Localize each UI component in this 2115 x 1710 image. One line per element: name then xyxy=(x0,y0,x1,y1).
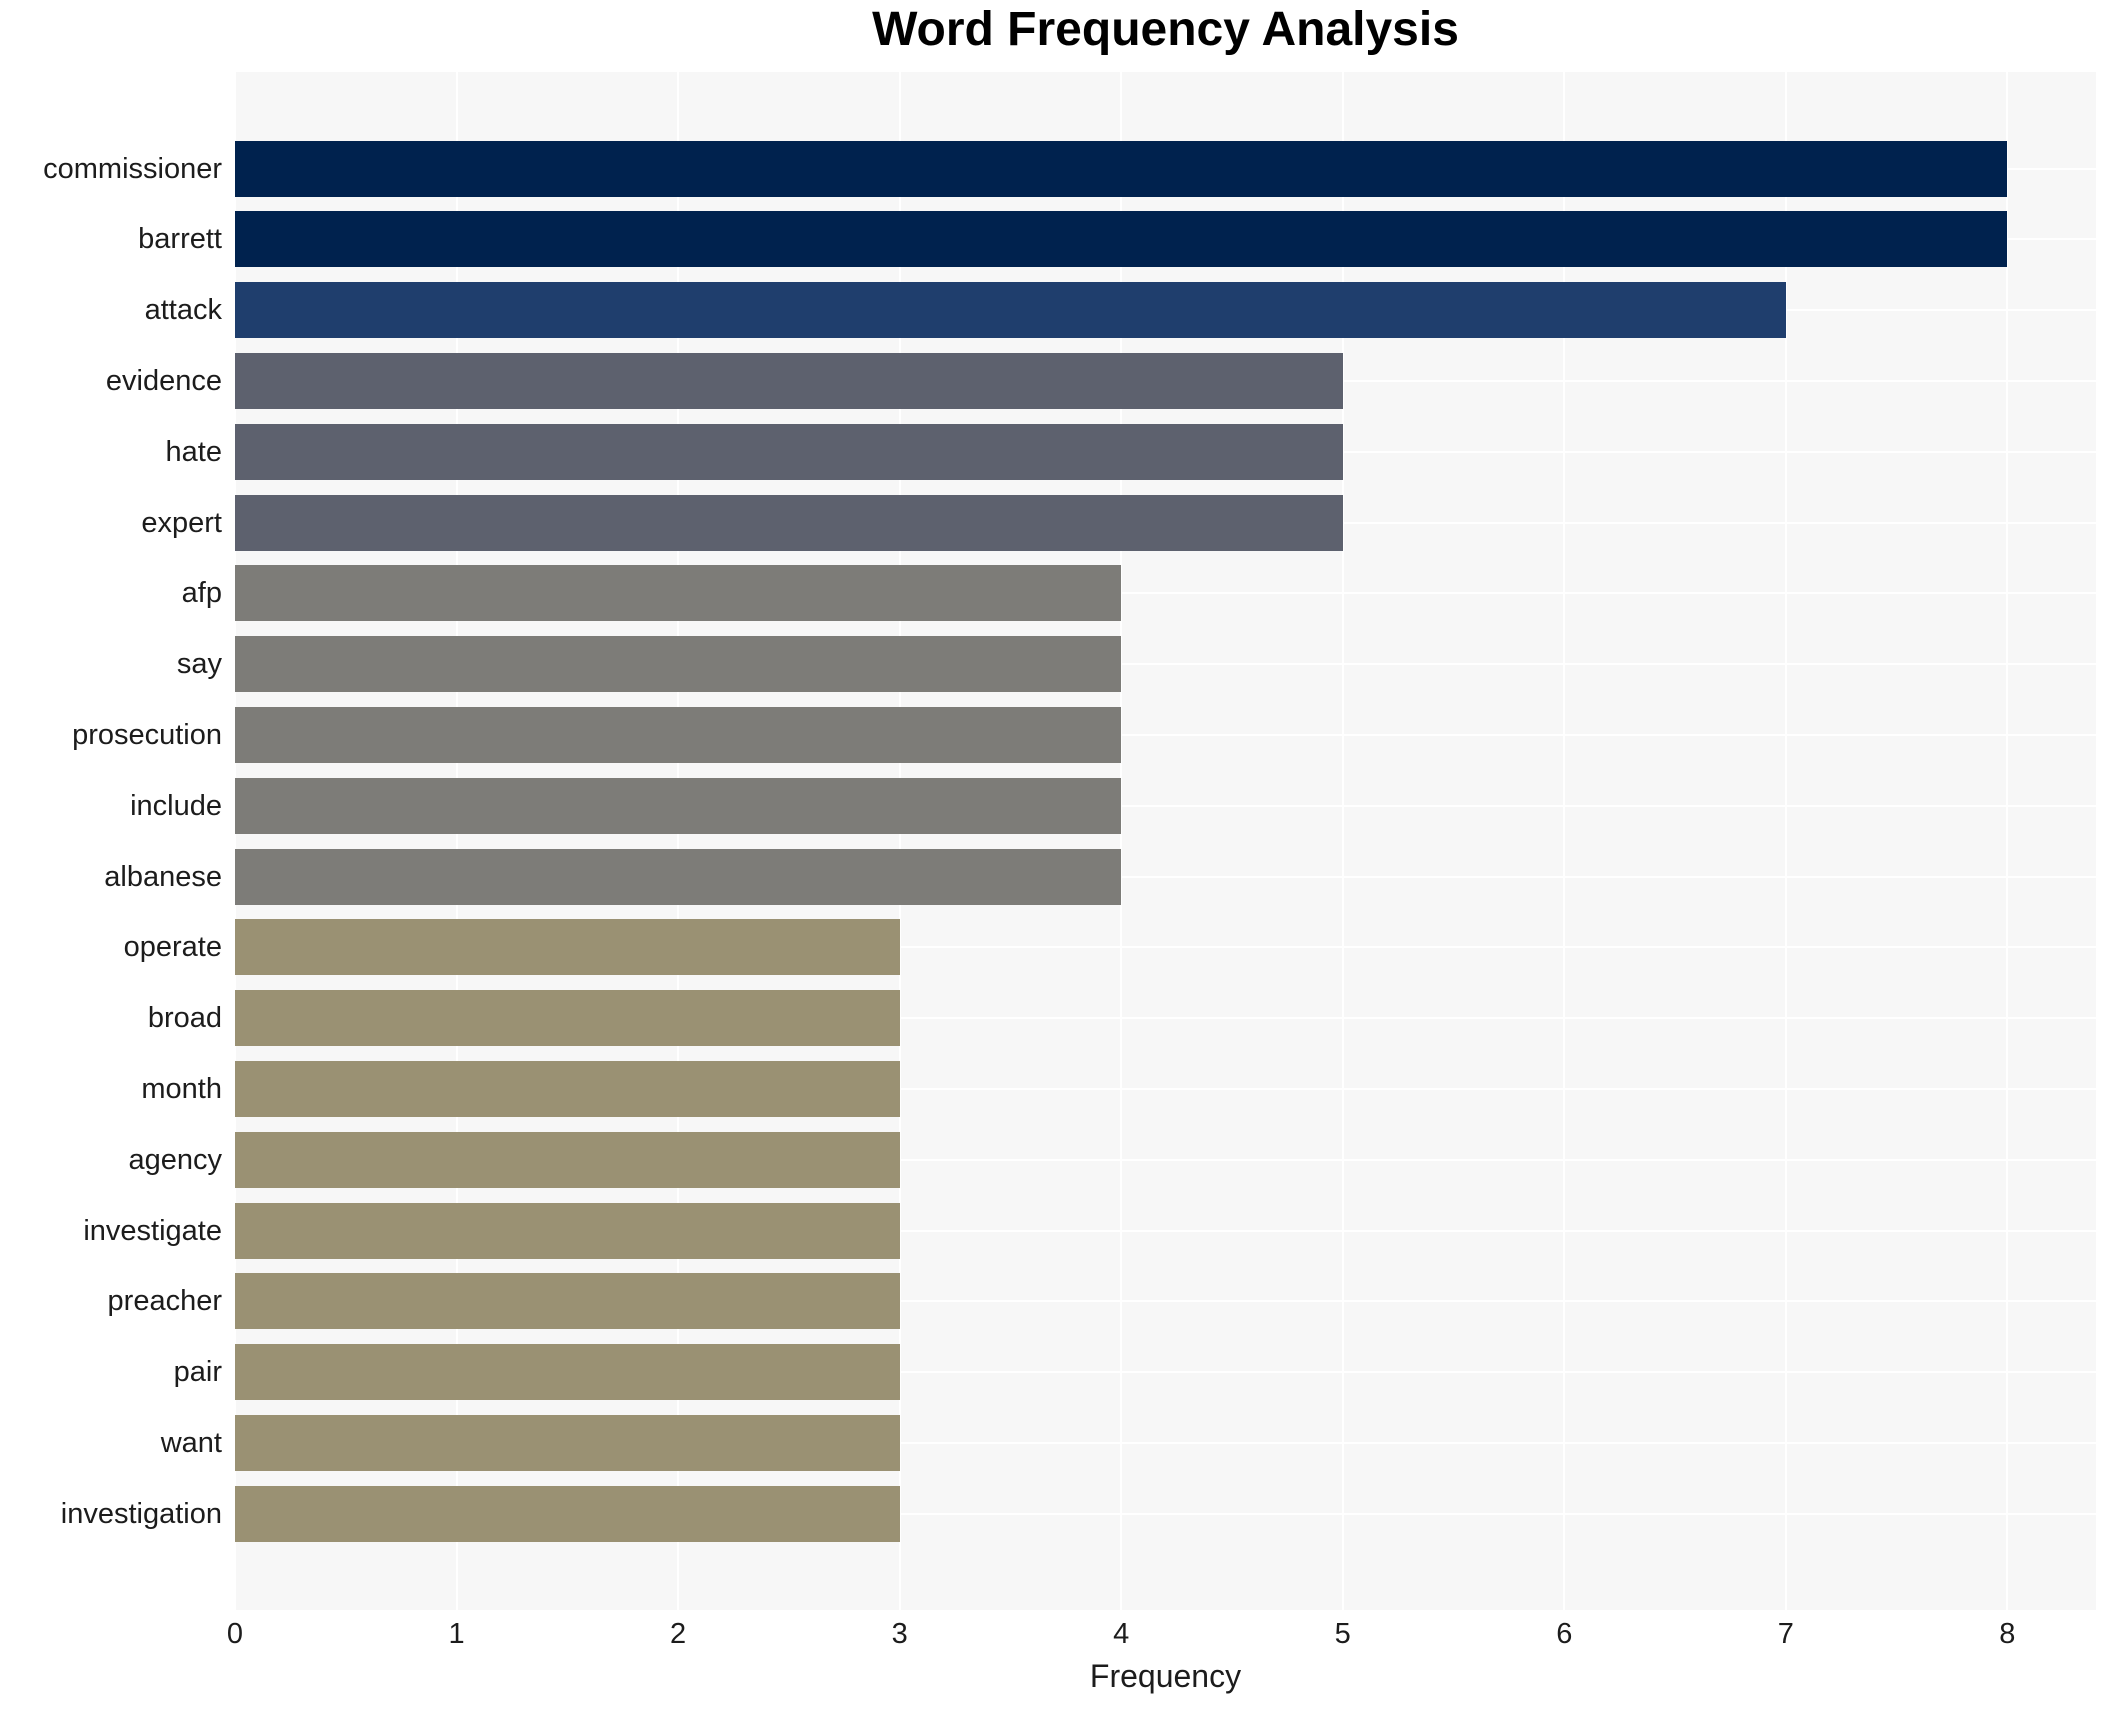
gridline-horizontal xyxy=(235,1512,2096,1515)
gridline-vertical xyxy=(1563,72,1566,1610)
gridline-vertical xyxy=(2006,72,2009,1610)
gridline-horizontal xyxy=(235,592,2096,595)
gridline-horizontal xyxy=(235,875,2096,878)
x-tick-label: 0 xyxy=(226,1618,244,1650)
y-tick-label: preacher xyxy=(107,1285,222,1318)
y-tick-label: prosecution xyxy=(72,718,222,751)
y-tick-label: evidence xyxy=(105,364,222,397)
bar-evidence xyxy=(235,352,1343,409)
y-tick-label: commissioner xyxy=(43,152,222,185)
y-tick-label: say xyxy=(176,648,222,681)
gridline-horizontal xyxy=(235,1229,2096,1232)
bar-agency xyxy=(235,1131,900,1188)
gridline-vertical xyxy=(1784,72,1787,1610)
gridline-horizontal xyxy=(235,804,2096,807)
bar-expert xyxy=(235,494,1343,551)
bar-investigate xyxy=(235,1202,900,1259)
bar-hate xyxy=(235,423,1343,480)
gridline-horizontal xyxy=(235,1158,2096,1161)
y-tick-label: broad xyxy=(147,1002,222,1035)
bar-barrett xyxy=(235,211,2008,268)
y-tick-label: albanese xyxy=(104,860,222,893)
y-tick-label: attack xyxy=(144,294,222,327)
chart-title: Word Frequency Analysis xyxy=(872,3,1459,56)
plot-area xyxy=(234,72,2096,1610)
x-tick-label: 7 xyxy=(1777,1618,1794,1650)
x-tick-label: 8 xyxy=(1999,1618,2016,1650)
y-tick-label: want xyxy=(160,1426,222,1459)
gridline-horizontal xyxy=(235,1371,2096,1374)
bar-prosecution xyxy=(235,706,1122,763)
bar-include xyxy=(235,777,1122,834)
y-tick-label: include xyxy=(130,789,222,822)
y-tick-label: agency xyxy=(128,1143,222,1176)
y-tick-label: afp xyxy=(181,577,222,610)
y-tick-label: investigate xyxy=(83,1214,222,1247)
gridline-vertical xyxy=(1120,72,1123,1610)
gridline-vertical xyxy=(455,72,458,1610)
gridline-horizontal xyxy=(235,1017,2096,1020)
bar-albanese xyxy=(235,848,1122,905)
bar-preacher xyxy=(235,1273,900,1330)
gridline-vertical xyxy=(234,72,236,1610)
x-tick-label: 5 xyxy=(1334,1618,1351,1650)
bar-broad xyxy=(235,990,900,1047)
y-tick-label: pair xyxy=(173,1356,222,1389)
x-tick-label: 3 xyxy=(891,1618,908,1650)
bar-month xyxy=(235,1060,900,1117)
bar-investigation xyxy=(235,1485,900,1542)
x-axis-title: Frequency xyxy=(1089,1658,1242,1694)
gridline-horizontal xyxy=(235,733,2096,736)
gridline-vertical xyxy=(898,72,901,1610)
y-tick-label: month xyxy=(141,1072,222,1105)
bar-say xyxy=(235,636,1122,693)
bar-afp xyxy=(235,565,1122,622)
x-tick-label: 6 xyxy=(1556,1618,1573,1650)
bar-attack xyxy=(235,282,1786,339)
bar-pair xyxy=(235,1344,900,1401)
y-tick-label: investigation xyxy=(60,1497,222,1530)
y-tick-label: barrett xyxy=(138,223,222,256)
x-tick-label: 4 xyxy=(1113,1618,1130,1650)
bar-operate xyxy=(235,919,900,976)
bar-commissioner xyxy=(235,140,2008,197)
bar-want xyxy=(235,1414,900,1471)
gridline-horizontal xyxy=(235,663,2096,666)
x-tick-label: 2 xyxy=(670,1618,687,1650)
y-tick-label: operate xyxy=(123,931,222,964)
x-tick-label: 1 xyxy=(448,1618,465,1650)
gridline-horizontal xyxy=(235,946,2096,949)
y-tick-label: hate xyxy=(165,435,222,468)
y-tick-label: expert xyxy=(141,506,222,539)
gridline-horizontal xyxy=(235,1087,2096,1090)
gridline-horizontal xyxy=(235,1441,2096,1444)
gridline-vertical xyxy=(677,72,680,1610)
gridline-horizontal xyxy=(235,1300,2096,1303)
gridline-vertical xyxy=(1341,72,1344,1610)
